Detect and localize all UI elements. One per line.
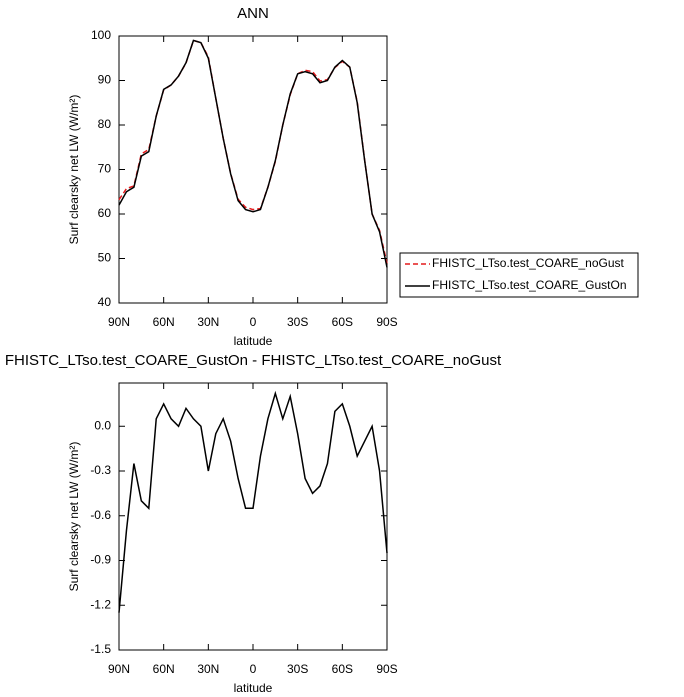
y-tick-label: 0.0: [94, 418, 111, 432]
plot-frame: [118, 382, 388, 651]
y-tick-label: -1.5: [90, 642, 111, 656]
y-tick-label: -0.9: [90, 553, 111, 567]
x-tick-label: 60S: [332, 315, 353, 329]
x-tick-label: 60N: [153, 315, 175, 329]
legend-label: FHISTC_LTso.test_COARE_GustOn: [432, 278, 627, 292]
y-tick-label: 70: [98, 162, 112, 176]
y-tick-label: 40: [98, 295, 112, 309]
x-tick-label: 60N: [153, 662, 175, 676]
y-axis-label: Surf clearsky net LW (W/m²): [67, 95, 81, 245]
x-tick-label: 90N: [108, 662, 130, 676]
x-tick-label: 30S: [287, 315, 308, 329]
series-line: [118, 390, 388, 613]
y-axis-label: Surf clearsky net LW (W/m²): [67, 442, 81, 592]
legend-label: FHISTC_LTso.test_COARE_noGust: [432, 256, 625, 270]
y-tick-label: 90: [98, 73, 112, 87]
x-tick-label: 90S: [376, 662, 397, 676]
x-tick-label: 90N: [108, 315, 130, 329]
legend-box: [399, 252, 639, 298]
x-tick-label: 0: [250, 315, 257, 329]
series-line: [118, 39, 388, 264]
x-tick-label: 0: [250, 662, 257, 676]
x-axis-label: latitude: [234, 681, 273, 695]
y-tick-label: 60: [98, 206, 112, 220]
y-tick-label: -0.6: [90, 508, 111, 522]
y-tick-label: 80: [98, 117, 112, 131]
x-tick-label: 30S: [287, 662, 308, 676]
x-tick-label: 30N: [197, 315, 219, 329]
y-tick-label: -0.3: [90, 463, 111, 477]
y-tick-label: 100: [91, 28, 111, 42]
plot-frame: [118, 35, 388, 304]
series-line: [118, 39, 388, 268]
x-axis-label: latitude: [234, 334, 273, 348]
x-tick-label: 90S: [376, 315, 397, 329]
x-tick-label: 60S: [332, 662, 353, 676]
y-tick-label: -1.2: [90, 597, 111, 611]
chart-title: ANN: [237, 5, 269, 22]
y-tick-label: 50: [98, 251, 112, 265]
x-tick-label: 30N: [197, 662, 219, 676]
chart-title: FHISTC_LTso.test_COARE_GustOn - FHISTC_L…: [5, 352, 502, 369]
